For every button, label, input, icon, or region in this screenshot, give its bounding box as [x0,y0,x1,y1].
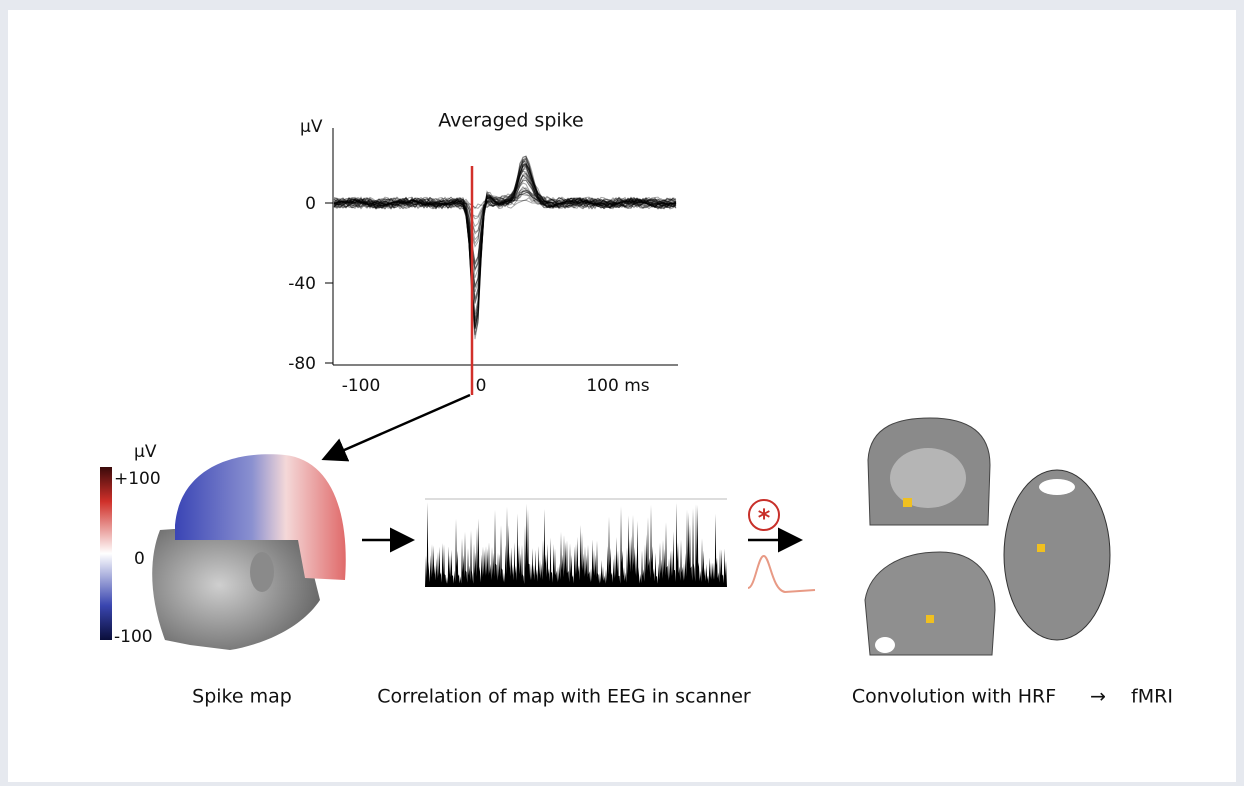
colorbar-label: -100 [114,627,153,647]
figure: μV Averaged spike 0 -40 -80 -100 0 100 m… [0,0,1244,782]
colorbar-label: 0 [134,549,145,569]
colorbar-label: +100 [114,469,161,489]
mri-detail [875,637,895,653]
activation [1037,544,1045,552]
caption: fMRI [1131,686,1173,708]
plot-title: Averaged spike [438,110,583,132]
caption: Convolution with HRF [852,686,1056,708]
convolution-symbol: * [758,504,771,532]
caption: Spike map [192,686,292,708]
y-tick-label: 0 [305,194,316,214]
y-tick-label: -40 [288,274,316,294]
x-tick-label: 100 ms [586,376,649,396]
x-tick-label: -100 [342,376,381,396]
activation [926,615,934,623]
x-tick-label: 0 [476,376,487,396]
y-unit: μV [300,117,323,137]
activation [903,498,912,507]
colorbar-unit: μV [134,442,157,462]
caption-arrow: → [1090,686,1106,708]
colorbar [100,467,112,640]
page: μV Averaged spike 0 -40 -80 -100 0 100 m… [0,0,1244,782]
panel [8,10,1236,782]
ear [250,552,274,592]
y-tick-label: -80 [288,354,316,374]
mri-detail [890,448,966,508]
mri-detail [1039,479,1075,495]
mri-axial [1004,470,1110,640]
caption: Correlation of map with EEG in scanner [377,686,751,708]
